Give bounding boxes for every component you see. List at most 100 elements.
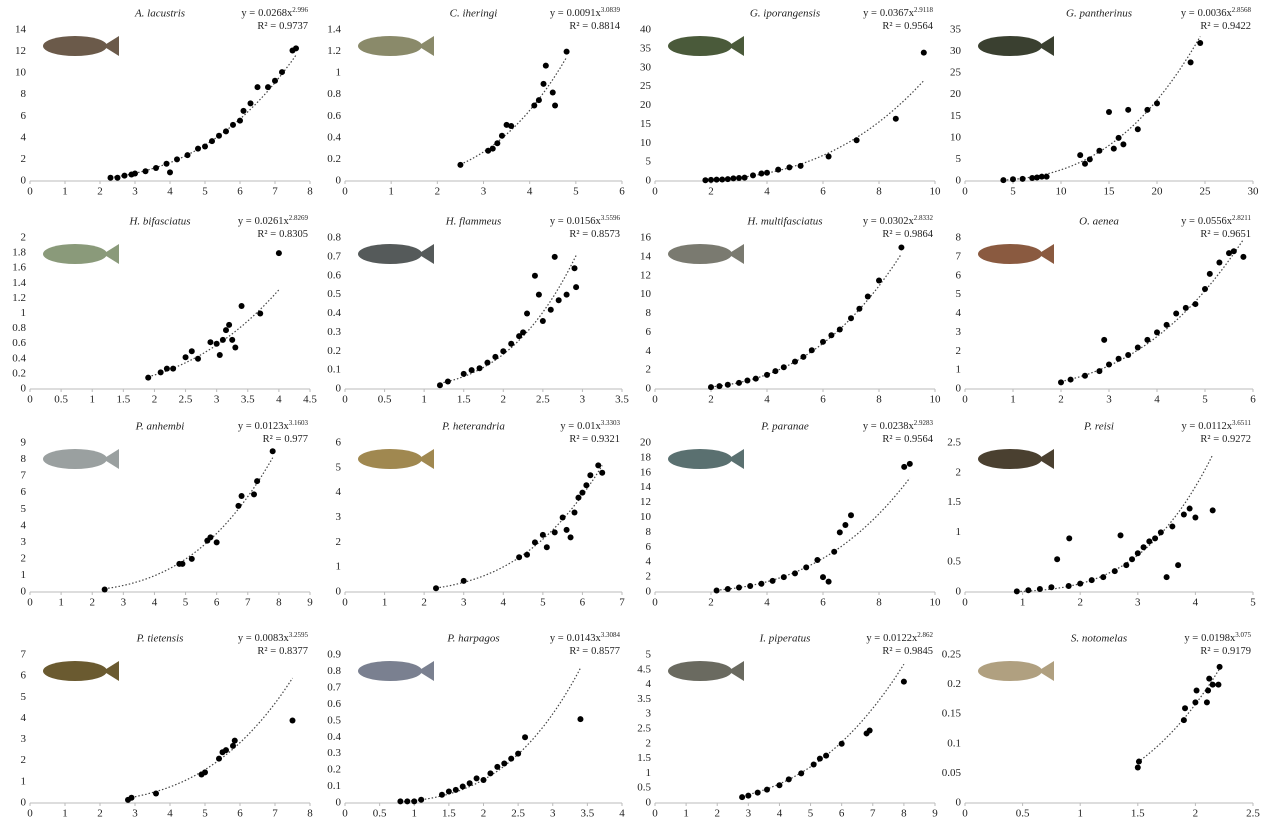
data-point <box>1192 699 1198 705</box>
y-tick-label: 0.2 <box>327 153 341 165</box>
data-point <box>1082 373 1088 379</box>
data-point <box>1044 174 1050 180</box>
x-tick-label: 20 <box>1152 186 1164 198</box>
y-tick-label: 4 <box>646 556 652 568</box>
y-tick-label: 12 <box>15 45 26 57</box>
r-squared-value: 0.9321 <box>591 434 620 445</box>
data-point <box>568 534 574 540</box>
r-squared: R² =0.9179 <box>1200 646 1251 657</box>
data-point <box>404 798 410 804</box>
data-point <box>786 164 792 170</box>
y-tick-label: 14 <box>15 24 27 36</box>
data-point <box>532 273 538 279</box>
y-tick-label: 5 <box>956 153 962 165</box>
data-point <box>814 557 820 563</box>
y-tick-label: 30 <box>950 45 962 57</box>
x-tick-label: 0 <box>27 186 33 198</box>
equation: y =0.0556x2.8211 <box>1181 214 1251 228</box>
y-tick-label: 2 <box>21 754 27 766</box>
data-point <box>848 512 854 518</box>
data-point <box>831 549 837 555</box>
data-point <box>189 556 195 562</box>
data-point <box>1216 260 1222 266</box>
x-tick-label: 6 <box>839 808 845 820</box>
x-tick-label: 4 <box>764 394 770 406</box>
y-tick-label: 1.2 <box>12 292 26 304</box>
data-point <box>207 339 213 345</box>
data-point <box>195 356 201 362</box>
data-point <box>1135 764 1141 770</box>
x-tick-label: 3 <box>746 808 752 820</box>
x-tick-label: 3.5 <box>581 808 595 820</box>
data-point <box>1207 271 1213 277</box>
data-point <box>772 368 778 374</box>
data-point <box>522 734 528 740</box>
panel-title: H. multifasciatus <box>746 216 822 228</box>
r-squared-label: R² = <box>263 434 282 445</box>
fish-tail <box>103 449 119 469</box>
y-tick-label: 0 <box>21 797 27 809</box>
x-tick-label: 8 <box>901 808 907 820</box>
x-tick-label: 6 <box>237 186 243 198</box>
y-tick-label: 6 <box>956 269 962 281</box>
x-tick-label: 2 <box>501 394 507 406</box>
data-point <box>153 165 159 171</box>
data-point <box>599 470 605 476</box>
data-point <box>736 175 742 181</box>
y-tick-label: 1 <box>21 569 27 581</box>
data-point <box>494 140 500 146</box>
data-point <box>185 152 191 158</box>
x-tick-label: 0 <box>652 394 658 406</box>
y-tick-label: 3 <box>956 326 962 338</box>
panel-title: P. heterandria <box>441 421 505 433</box>
data-point <box>856 306 862 312</box>
r-squared-label: R² = <box>257 229 276 240</box>
page: {"chart_data": [ {"type": "scatter", "ti… <box>0 0 1263 820</box>
data-point <box>220 337 226 343</box>
data-point <box>540 532 546 538</box>
data-point <box>775 167 781 173</box>
x-tick-label: 1 <box>58 597 64 609</box>
fit-curve <box>436 465 602 588</box>
y-tick-label: 0 <box>956 586 962 598</box>
r-squared: R² =0.9272 <box>1200 434 1251 445</box>
y-tick-label: 0.1 <box>327 364 341 376</box>
data-point <box>1096 368 1102 374</box>
data-point <box>1120 141 1126 147</box>
data-point <box>1231 248 1237 254</box>
y-tick-label: 10 <box>15 67 27 79</box>
data-point <box>758 170 764 176</box>
y-tick-label: 0 <box>336 383 342 395</box>
data-point <box>446 788 452 794</box>
data-point <box>865 294 871 300</box>
data-point <box>564 49 570 55</box>
data-point <box>1116 135 1122 141</box>
panel-title: P. anhembi <box>135 421 185 433</box>
x-tick-label: 2.5 <box>179 394 193 406</box>
x-tick-label: 0 <box>342 597 348 609</box>
data-point <box>1125 107 1131 113</box>
data-point <box>500 348 506 354</box>
y-tick-label: 4 <box>336 486 342 498</box>
data-point <box>1181 717 1187 723</box>
x-tick-label: 8 <box>876 186 882 198</box>
data-point <box>1082 161 1088 167</box>
data-point <box>1135 344 1141 350</box>
y-tick-label: 1 <box>336 561 342 573</box>
data-point <box>809 347 815 353</box>
panel-title: P. tietensis <box>136 633 184 645</box>
x-tick-label: 0.5 <box>373 808 387 820</box>
x-tick-label: 5 <box>573 186 579 198</box>
x-tick-label: 1 <box>1077 808 1083 820</box>
data-point <box>1152 535 1158 541</box>
data-point <box>216 756 222 762</box>
data-point <box>1077 152 1083 158</box>
x-tick-label: 3 <box>1106 394 1112 406</box>
fish-tail <box>728 661 744 681</box>
fish-tail <box>418 244 434 264</box>
r-squared-label: R² = <box>882 646 901 657</box>
data-point <box>811 762 817 768</box>
data-point <box>1146 538 1152 544</box>
fish-tail <box>103 244 119 264</box>
r-squared-label: R² = <box>569 434 588 445</box>
